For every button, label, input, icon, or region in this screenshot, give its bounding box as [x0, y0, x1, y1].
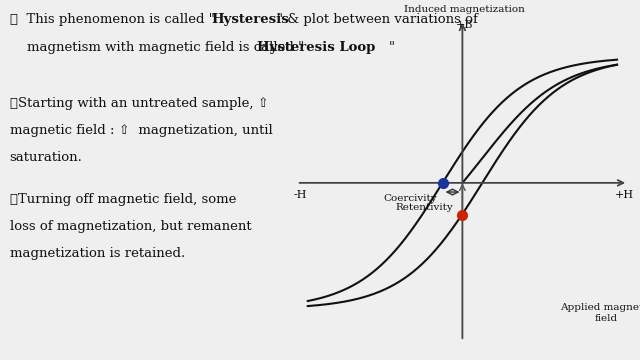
Text: magnetic field : ⇧  magnetization, until: magnetic field : ⇧ magnetization, until	[10, 124, 273, 137]
Text: ☞Starting with an untreated sample, ⇧: ☞Starting with an untreated sample, ⇧	[10, 97, 268, 110]
Text: Coercivity: Coercivity	[383, 194, 437, 203]
Text: magnetism with magnetic field is called ": magnetism with magnetic field is called …	[10, 41, 304, 54]
Text: magnetization is retained.: magnetization is retained.	[10, 247, 185, 260]
Text: loss of magnetization, but remanent: loss of magnetization, but remanent	[10, 220, 252, 233]
Text: ☞  This phenomenon is called ": ☞ This phenomenon is called "	[10, 13, 214, 26]
Text: Induced magnetization: Induced magnetization	[404, 5, 525, 14]
Text: Hysteresis Loop: Hysteresis Loop	[257, 41, 376, 54]
Text: Hysteresis: Hysteresis	[212, 13, 289, 26]
Text: " & plot between variations of: " & plot between variations of	[277, 13, 478, 26]
Text: ☞Turning off magnetic field, some: ☞Turning off magnetic field, some	[10, 193, 236, 206]
Text: ": "	[389, 41, 395, 54]
Text: Retentivity: Retentivity	[396, 203, 454, 212]
Text: -H: -H	[293, 190, 307, 200]
Text: Applied magnetic
field: Applied magnetic field	[560, 303, 640, 323]
Text: +B: +B	[456, 20, 474, 30]
Text: +H: +H	[615, 190, 634, 200]
Text: saturation.: saturation.	[10, 151, 83, 164]
